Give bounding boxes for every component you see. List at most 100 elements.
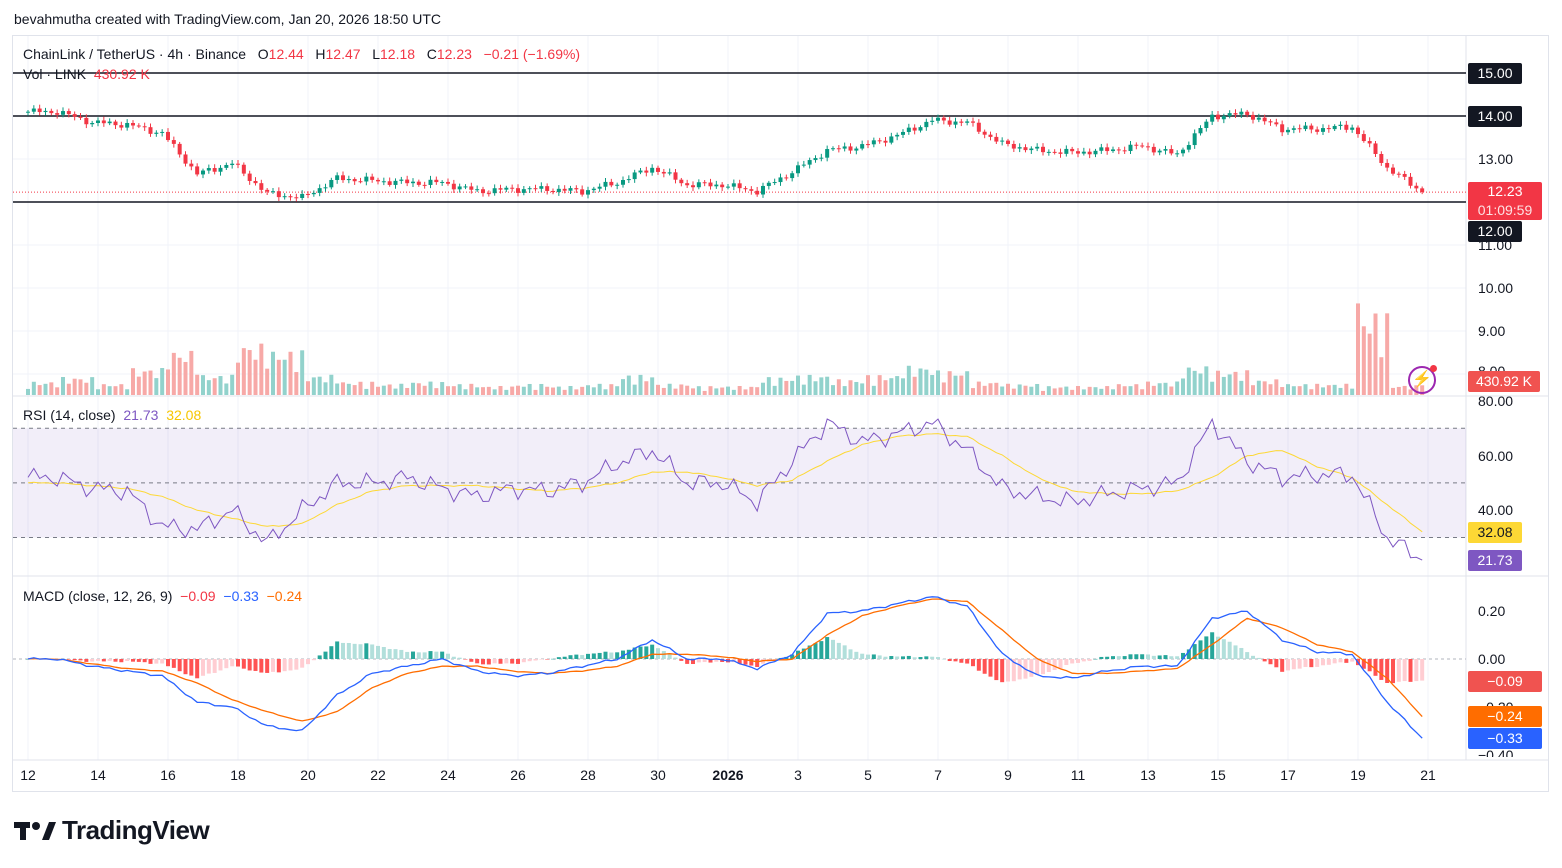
volume-bar <box>1216 370 1220 395</box>
macd-legend[interactable]: MACD (close, 12, 26, 9) −0.09 −0.33 −0.2… <box>23 588 302 604</box>
candle-body <box>551 190 555 193</box>
macd-histogram-bar <box>930 656 935 659</box>
volume-bar <box>1087 386 1092 395</box>
lightning-alert-icon[interactable]: ⚡ <box>1408 365 1437 394</box>
volume-legend[interactable]: Vol · LINK 430.92 K <box>23 66 150 82</box>
volume-bar <box>801 384 806 395</box>
candle-body <box>101 120 106 124</box>
candle-body <box>819 157 824 159</box>
volume-bar <box>311 377 316 395</box>
macd-histogram-bar <box>807 645 812 659</box>
volume-bar <box>253 359 258 395</box>
macd-histogram-bar <box>801 648 806 659</box>
candle-body <box>860 144 865 149</box>
candle-body <box>183 154 188 164</box>
candle-body <box>1233 113 1238 115</box>
volume-bar <box>1245 370 1250 395</box>
macd-histogram-bar <box>434 651 439 659</box>
macd-histogram-bar <box>230 659 235 667</box>
macd-histogram-bar <box>1262 659 1267 662</box>
macd-histogram-bar <box>819 641 824 659</box>
macd-histogram-bar <box>1087 659 1092 661</box>
candle-body <box>428 179 433 185</box>
candle-body <box>1361 134 1366 142</box>
macd-histogram-bar <box>1216 636 1220 659</box>
macd-histogram-bar <box>562 656 567 659</box>
macd-histogram-bar <box>644 646 649 659</box>
rsi-legend[interactable]: RSI (14, close) 21.73 32.08 <box>23 407 201 423</box>
volume-bar <box>154 378 159 395</box>
macd-histogram-bar <box>253 659 258 671</box>
candle-body <box>516 188 520 193</box>
volume-bar <box>562 389 567 395</box>
candle-body <box>580 189 585 195</box>
candle-body <box>755 190 760 195</box>
macd-histogram-bar <box>446 653 450 659</box>
candle-body <box>743 188 748 190</box>
volume-bar <box>405 387 410 395</box>
volume-bar <box>825 376 830 395</box>
macd-histogram-bar <box>574 654 579 659</box>
volume-bar <box>148 370 153 395</box>
tradingview-logo[interactable]: TradingView <box>14 815 210 846</box>
chart-frame[interactable] <box>12 35 1549 792</box>
macd-histogram-bar <box>650 644 655 659</box>
volume-bar <box>836 379 841 395</box>
candle-body <box>597 186 602 189</box>
candle-body <box>416 181 421 185</box>
volume-bar <box>247 350 252 395</box>
macd-histogram-bar <box>1391 659 1395 684</box>
macd-histogram-bar <box>119 659 124 663</box>
volume-bar <box>119 384 124 395</box>
candle-body <box>26 111 30 113</box>
volume-bar <box>632 384 637 395</box>
candle-body <box>451 183 456 190</box>
candle-body <box>906 127 911 132</box>
candle-body <box>959 121 964 123</box>
macd-histogram-bar <box>860 653 865 659</box>
macd-histogram-bar <box>411 651 415 659</box>
candle-body <box>521 189 526 193</box>
macd-histogram-bar <box>1350 659 1355 662</box>
volume-bar <box>749 386 754 395</box>
volume-bar <box>1052 388 1057 395</box>
symbol-legend[interactable]: ChainLink / TetherUS · 4h · Binance O12.… <box>23 46 580 62</box>
rsi-value: 21.73 <box>123 407 159 423</box>
candle-body <box>446 181 450 184</box>
macd-value: −0.33 <box>223 588 259 604</box>
volume-bar <box>381 385 386 395</box>
volume-bar <box>84 382 89 395</box>
macd-histogram-bar <box>1414 659 1419 682</box>
volume-bar <box>638 374 643 395</box>
candle-body <box>1198 128 1203 134</box>
macd-histogram-bar <box>113 659 118 662</box>
candle-body <box>131 122 135 126</box>
macd-histogram-bar <box>1128 654 1133 659</box>
volume-bar <box>125 389 130 395</box>
candle-body <box>848 146 853 151</box>
macd-histogram-bar <box>1291 659 1296 670</box>
candle-body <box>265 189 270 192</box>
open-value: 12.44 <box>268 46 304 62</box>
volume-bar <box>842 386 847 395</box>
macd-histogram-bar <box>1111 656 1115 659</box>
macd-histogram-bar <box>399 649 404 659</box>
candle-body <box>212 168 217 172</box>
macd-histogram-bar <box>1332 659 1337 664</box>
bar-countdown: 01:09:59 <box>1477 202 1533 218</box>
time-tick: 16 <box>160 767 176 783</box>
macd-histogram-bar <box>90 659 95 662</box>
candle-body <box>1000 140 1005 142</box>
time-tick: 20 <box>300 767 316 783</box>
volume-bar <box>1315 383 1320 395</box>
rsi-tag: 21.73 <box>1468 550 1522 571</box>
macd-histogram-bar <box>685 659 690 664</box>
macd-histogram-bar <box>1321 659 1325 666</box>
macd-histogram-bar <box>72 659 77 661</box>
candle-body <box>405 179 410 184</box>
volume-bar <box>580 386 585 395</box>
candle-body <box>679 179 684 184</box>
volume-bar <box>731 389 736 395</box>
volume-bar <box>393 388 398 395</box>
